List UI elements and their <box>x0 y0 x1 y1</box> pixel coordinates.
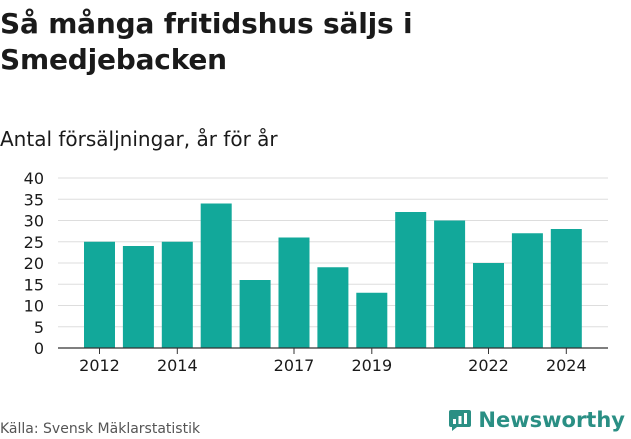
x-tick-label: 2014 <box>157 356 198 375</box>
y-tick-label: 35 <box>24 190 44 209</box>
bar-2016 <box>239 280 271 348</box>
bar-2018 <box>317 267 349 348</box>
bar-2020 <box>395 212 427 348</box>
bar-2019 <box>356 292 388 348</box>
y-tick-label: 15 <box>24 275 44 294</box>
bar-2021 <box>434 220 466 348</box>
chart-title: Så många fritidshus säljs i Smedjebacken <box>0 7 413 76</box>
bar-chart: 0 5 10 15 20 25 30 35 40 2012 2014 2017 2019 2022 202… <box>24 169 608 375</box>
bars <box>84 203 582 348</box>
brand-logo[interactable]: Newsworthy <box>448 408 625 432</box>
bar-2015 <box>200 203 232 348</box>
y-axis-ticks: 0 5 10 15 20 25 30 35 40 <box>24 169 44 358</box>
bar-2013 <box>122 246 154 348</box>
y-tick-label: 40 <box>24 169 44 188</box>
newsworthy-icon <box>449 410 472 431</box>
x-tick-label: 2024 <box>546 356 587 375</box>
y-tick-label: 20 <box>24 254 44 273</box>
bar-2014 <box>161 241 193 348</box>
y-tick-label: 5 <box>34 318 44 337</box>
bar-2023 <box>511 233 543 348</box>
bar-2022 <box>473 263 504 348</box>
y-tick-label: 30 <box>24 212 44 231</box>
y-tick-label: 25 <box>24 233 44 252</box>
y-tick-label: 10 <box>24 297 44 316</box>
source-note: Källa: Svensk Mäklarstatistik <box>0 421 201 437</box>
x-tick-label: 2022 <box>468 356 509 375</box>
bar-2012 <box>84 241 115 348</box>
x-tick-label: 2019 <box>351 356 392 375</box>
bar-2024 <box>550 229 582 348</box>
brand-name: Newsworthy <box>478 408 625 432</box>
y-tick-label: 0 <box>34 339 44 358</box>
bar-2017 <box>278 237 310 348</box>
x-tick-label: 2012 <box>79 356 120 375</box>
x-tick-label: 2017 <box>274 356 315 375</box>
x-axis-ticks: 2012 2014 2017 2019 2022 2024 <box>79 348 587 375</box>
chart-subtitle: Antal försäljningar, år för år <box>0 127 278 151</box>
